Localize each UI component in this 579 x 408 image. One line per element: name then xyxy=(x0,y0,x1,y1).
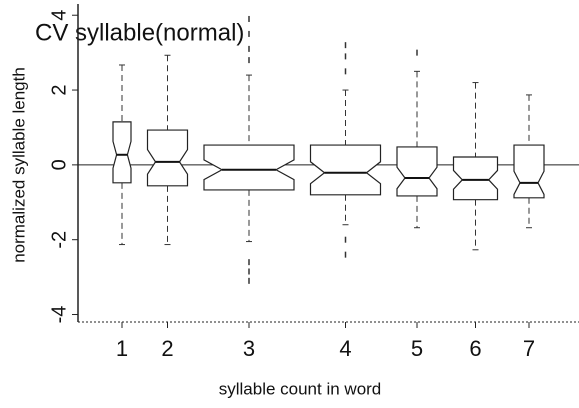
x-tick-label: 5 xyxy=(411,336,423,361)
x-tick-label: 4 xyxy=(339,336,351,361)
box xyxy=(309,144,382,196)
y-tick-label: 2 xyxy=(48,84,70,95)
chart-title: CV syllable(normal) xyxy=(35,19,244,46)
x-axis-label: syllable count in word xyxy=(219,379,382,398)
box xyxy=(396,146,438,197)
box xyxy=(452,156,499,201)
box xyxy=(513,144,545,199)
x-tick-label: 2 xyxy=(161,336,173,361)
y-tick-label: -2 xyxy=(48,231,70,249)
x-tick-label: 3 xyxy=(243,336,255,361)
x-tick-label: 7 xyxy=(523,336,535,361)
y-axis-label: normalized syllable length xyxy=(9,67,28,263)
y-tick-label: 0 xyxy=(48,159,70,170)
y-tick-label: -4 xyxy=(48,306,70,324)
box xyxy=(203,144,295,191)
x-tick-label: 6 xyxy=(469,336,481,361)
box xyxy=(112,121,132,184)
box xyxy=(146,129,189,187)
x-tick-label: 1 xyxy=(116,336,128,361)
y-tick-label: 4 xyxy=(48,10,70,21)
